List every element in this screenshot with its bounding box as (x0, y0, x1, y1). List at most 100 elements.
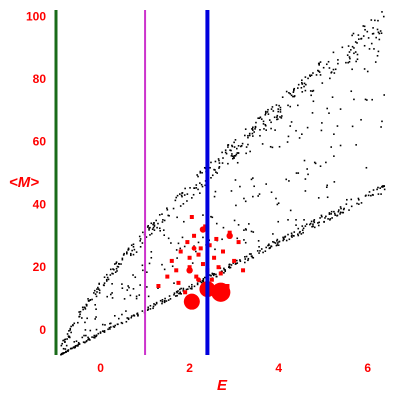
data-point (132, 288, 135, 290)
data-point (333, 212, 336, 215)
data-point (145, 236, 148, 238)
data-point (188, 285, 190, 288)
y-tick-label: 20 (33, 260, 47, 274)
data-point (93, 336, 96, 339)
data-point (218, 166, 221, 168)
data-point (193, 187, 196, 189)
data-point (348, 51, 351, 53)
data-point (347, 61, 349, 64)
data-point (234, 155, 237, 157)
data-point (225, 152, 228, 155)
data-point (84, 321, 86, 324)
data-point (79, 310, 82, 313)
data-point (196, 283, 199, 286)
data-point (132, 274, 134, 276)
data-point (77, 341, 80, 344)
data-point (84, 329, 87, 331)
data-point (317, 224, 320, 227)
data-point (150, 222, 153, 225)
data-point (74, 346, 76, 348)
data-point (271, 106, 274, 108)
data-point (60, 344, 63, 347)
data-point (298, 137, 301, 139)
data-point (179, 247, 182, 250)
data-point (152, 223, 154, 226)
data-point (213, 273, 215, 276)
data-point (232, 262, 235, 264)
data-point (327, 60, 330, 63)
data-point (287, 104, 289, 107)
data-point (297, 104, 299, 107)
data-point (221, 162, 224, 164)
data-point (109, 268, 112, 271)
data-point (218, 167, 220, 169)
data-point (358, 38, 360, 40)
data-point (277, 110, 280, 113)
data-point (251, 128, 254, 130)
data-point (137, 314, 139, 317)
data-point (231, 145, 234, 148)
data-point (362, 25, 365, 27)
x-axis-label: E (217, 377, 228, 394)
data-point (292, 91, 295, 93)
data-point (149, 226, 151, 229)
data-point (191, 286, 193, 288)
data-point (234, 139, 237, 141)
data-point (109, 326, 112, 328)
data-point (189, 287, 192, 290)
highlight-circle (183, 293, 200, 310)
data-point (76, 344, 78, 347)
data-point (333, 72, 336, 74)
data-point (84, 308, 87, 310)
data-point (65, 344, 68, 347)
data-point (278, 104, 280, 107)
data-point (236, 237, 239, 240)
data-point (201, 171, 203, 174)
data-point (215, 171, 217, 173)
data-point (87, 336, 89, 339)
data-point (254, 128, 256, 130)
data-point (162, 219, 164, 221)
data-point (325, 215, 327, 218)
data-point (173, 293, 175, 296)
data-point (197, 175, 199, 178)
data-point (227, 266, 230, 268)
data-point (228, 267, 231, 269)
data-point (325, 63, 328, 66)
data-point (302, 227, 305, 230)
data-point (94, 293, 97, 295)
data-point (278, 240, 280, 243)
data-point (304, 76, 307, 78)
data-point (103, 331, 106, 333)
data-point (317, 222, 319, 224)
highlight-square (232, 258, 237, 263)
data-point (138, 294, 141, 296)
data-point (216, 172, 219, 174)
data-point (247, 143, 249, 146)
data-point (223, 272, 225, 274)
data-point (189, 187, 191, 189)
data-point (285, 178, 288, 181)
data-point (63, 339, 66, 341)
data-point (343, 207, 345, 210)
data-point (245, 229, 247, 231)
data-point (383, 185, 386, 187)
data-point (212, 274, 215, 277)
data-point (155, 302, 158, 305)
highlight-square (203, 224, 208, 229)
data-point (121, 287, 124, 289)
data-point (372, 194, 374, 196)
data-point (127, 317, 130, 320)
data-point (116, 265, 119, 268)
data-point (295, 129, 297, 132)
data-point (218, 162, 221, 164)
data-point (107, 328, 109, 331)
data-point (295, 219, 297, 221)
data-point (154, 304, 157, 306)
data-point (202, 277, 205, 280)
data-point (62, 347, 65, 350)
data-point (191, 262, 194, 264)
data-point (380, 32, 383, 35)
data-point (287, 135, 290, 138)
data-point (289, 125, 292, 127)
